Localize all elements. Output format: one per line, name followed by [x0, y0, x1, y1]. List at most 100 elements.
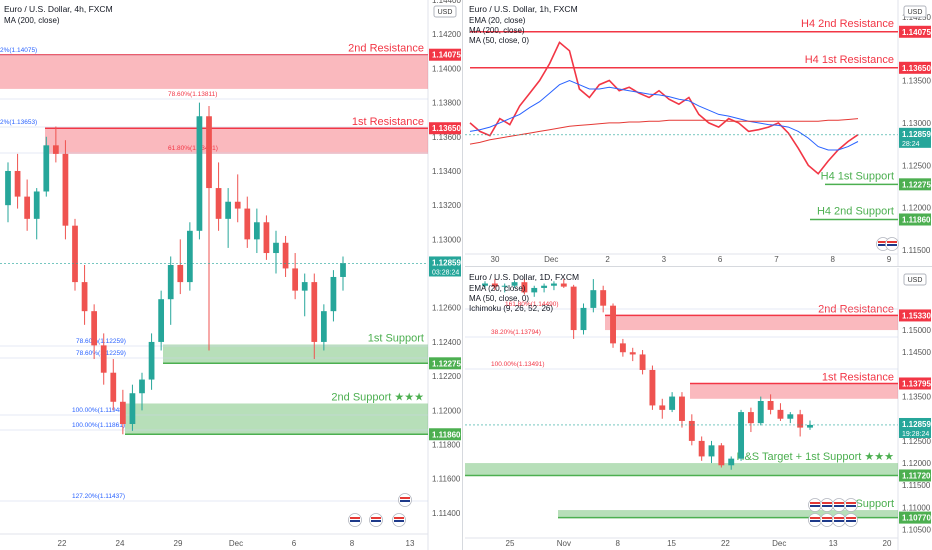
candle[interactable] [738, 409, 745, 461]
candle[interactable] [177, 239, 184, 295]
candle[interactable] [718, 443, 725, 468]
candle[interactable] [301, 273, 308, 317]
candle[interactable] [234, 174, 241, 223]
candle[interactable] [777, 403, 784, 421]
price-tick-label: 1.15000 [902, 326, 931, 335]
candle[interactable] [570, 284, 577, 339]
candle[interactable] [550, 281, 557, 291]
candle[interactable] [797, 409, 804, 437]
candle[interactable] [600, 285, 607, 313]
candle-body [639, 354, 646, 370]
candle[interactable] [639, 350, 646, 375]
candle[interactable] [482, 281, 488, 288]
flag-stripe [878, 244, 888, 246]
candle[interactable] [110, 359, 117, 411]
candle-body [244, 208, 251, 240]
candle[interactable] [119, 389, 126, 435]
candle[interactable] [747, 407, 754, 433]
price-tag-label: 1.12275 [432, 359, 461, 368]
candle[interactable] [282, 235, 289, 277]
support-zone[interactable] [465, 463, 898, 476]
candle[interactable] [708, 440, 715, 464]
candle-body [560, 283, 567, 287]
candle[interactable] [52, 126, 59, 163]
candle[interactable] [100, 333, 107, 385]
candle[interactable] [225, 188, 232, 248]
flag-icon [808, 513, 822, 527]
candle[interactable] [669, 392, 676, 413]
time-tick-label: 7 [774, 255, 779, 264]
support-zone[interactable] [558, 510, 898, 518]
candle-body [728, 458, 735, 466]
time-tick-label: 15 [667, 539, 676, 548]
candle[interactable] [33, 188, 40, 240]
candle[interactable] [206, 106, 212, 351]
candle[interactable] [215, 162, 222, 231]
chart-4h[interactable]: 1.14400 1.14200 1.14000 1.13800 1.13600 1.134… [0, 0, 463, 550]
candle[interactable] [619, 338, 626, 357]
candle[interactable] [629, 347, 636, 362]
candle[interactable] [253, 208, 260, 254]
resistance-zone[interactable] [605, 315, 898, 331]
candle[interactable] [129, 384, 136, 431]
candle[interactable] [679, 392, 685, 428]
candle[interactable] [148, 333, 155, 390]
candle[interactable] [186, 222, 193, 291]
candle[interactable] [81, 265, 88, 325]
candle[interactable] [491, 279, 498, 291]
candle[interactable] [590, 279, 597, 313]
candle[interactable] [320, 304, 327, 351]
fib-label: 78.60%(1.13811) [168, 91, 217, 98]
candle[interactable] [273, 230, 279, 274]
candle[interactable] [263, 215, 270, 260]
candle[interactable] [330, 270, 337, 322]
candle[interactable] [158, 290, 165, 351]
resistance-zone[interactable] [690, 383, 898, 399]
candle[interactable] [24, 179, 31, 231]
price-tag [899, 213, 931, 226]
candle[interactable] [560, 279, 567, 288]
candle[interactable] [311, 273, 318, 360]
candle-body [119, 401, 126, 424]
candle[interactable] [531, 285, 538, 297]
candle[interactable] [610, 303, 616, 348]
resistance-zone[interactable] [45, 128, 428, 154]
candle[interactable] [167, 256, 174, 325]
resistance-zone[interactable] [0, 54, 428, 89]
candle[interactable] [659, 398, 666, 419]
candle[interactable] [787, 412, 794, 424]
candle[interactable] [139, 372, 145, 411]
candle[interactable] [698, 436, 705, 461]
candle[interactable] [196, 102, 203, 240]
candle[interactable] [767, 394, 774, 415]
candle[interactable] [649, 365, 656, 410]
flag-icon [369, 513, 383, 527]
candle[interactable] [5, 162, 11, 223]
candle[interactable] [521, 279, 528, 295]
price-tick-label: 1.11000 [902, 503, 931, 512]
candle[interactable] [244, 196, 251, 248]
support-zone[interactable] [125, 403, 428, 435]
candle[interactable] [91, 304, 98, 360]
chart-1h[interactable]: 1.142501.135001.130001.125001.120001.115… [465, 0, 932, 267]
candle[interactable] [72, 218, 78, 291]
flag-stripe [350, 520, 360, 522]
candle[interactable] [688, 414, 695, 446]
candle[interactable] [14, 153, 21, 209]
candle-body [177, 265, 184, 283]
candle[interactable] [580, 303, 587, 335]
chart-1d[interactable]: 1.15000 1.14500 1.13500 1.12500 1.12000 1.115… [465, 268, 932, 550]
candle[interactable] [501, 283, 508, 293]
candle[interactable] [62, 140, 69, 240]
current-price-label: 1.12859 [432, 258, 461, 267]
candle[interactable] [541, 283, 548, 293]
candle[interactable] [340, 256, 346, 291]
support-zone[interactable] [163, 344, 428, 364]
candle-body [91, 311, 98, 346]
candle[interactable] [43, 136, 50, 197]
candle[interactable] [728, 456, 735, 470]
candle[interactable] [757, 396, 764, 426]
time-tick-label: 8 [830, 255, 835, 264]
candle[interactable] [511, 280, 518, 288]
candle[interactable] [292, 253, 299, 300]
